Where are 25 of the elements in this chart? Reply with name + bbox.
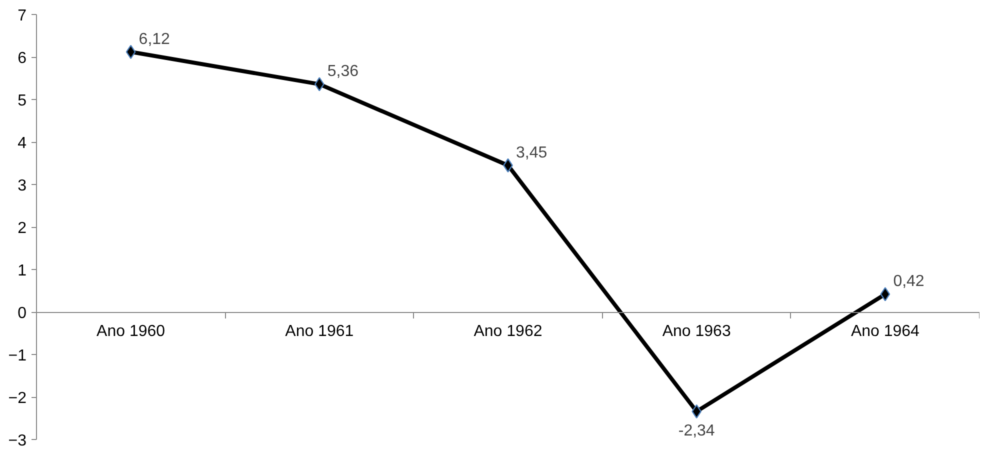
y-tick-label: 1 — [18, 262, 27, 280]
y-tick-label: 0 — [18, 305, 27, 322]
y-tick-label: 5 — [18, 92, 27, 110]
point — [880, 287, 890, 302]
data-label: 5,36 — [327, 63, 359, 80]
y-tick-label: 7 — [18, 8, 27, 24]
data-label: -2,34 — [678, 422, 715, 440]
y-tick-label: 2 — [18, 220, 27, 237]
y-tick-label: −3 — [8, 432, 27, 450]
y-tick-label: 6 — [18, 50, 27, 67]
x-tick-label: Ano 1964 — [850, 323, 920, 340]
point — [692, 404, 702, 419]
y-tick-label: −1 — [8, 348, 27, 364]
x-tick-label: Ano 1961 — [285, 323, 354, 340]
x-tick-label: Ano 1963 — [662, 323, 731, 340]
y-tick-label: 4 — [18, 135, 27, 152]
data-label: 0,42 — [893, 273, 924, 290]
point — [314, 77, 324, 92]
x-tick-label: Ano 1960 — [96, 323, 166, 340]
y-tick-label: −2 — [8, 390, 27, 407]
x-tick-label: Ano 1962 — [474, 323, 542, 340]
data-label: 6,12 — [138, 30, 170, 48]
point — [126, 44, 136, 59]
data-label: 3,45 — [516, 144, 548, 162]
y-tick-label: 3 — [18, 178, 27, 194]
